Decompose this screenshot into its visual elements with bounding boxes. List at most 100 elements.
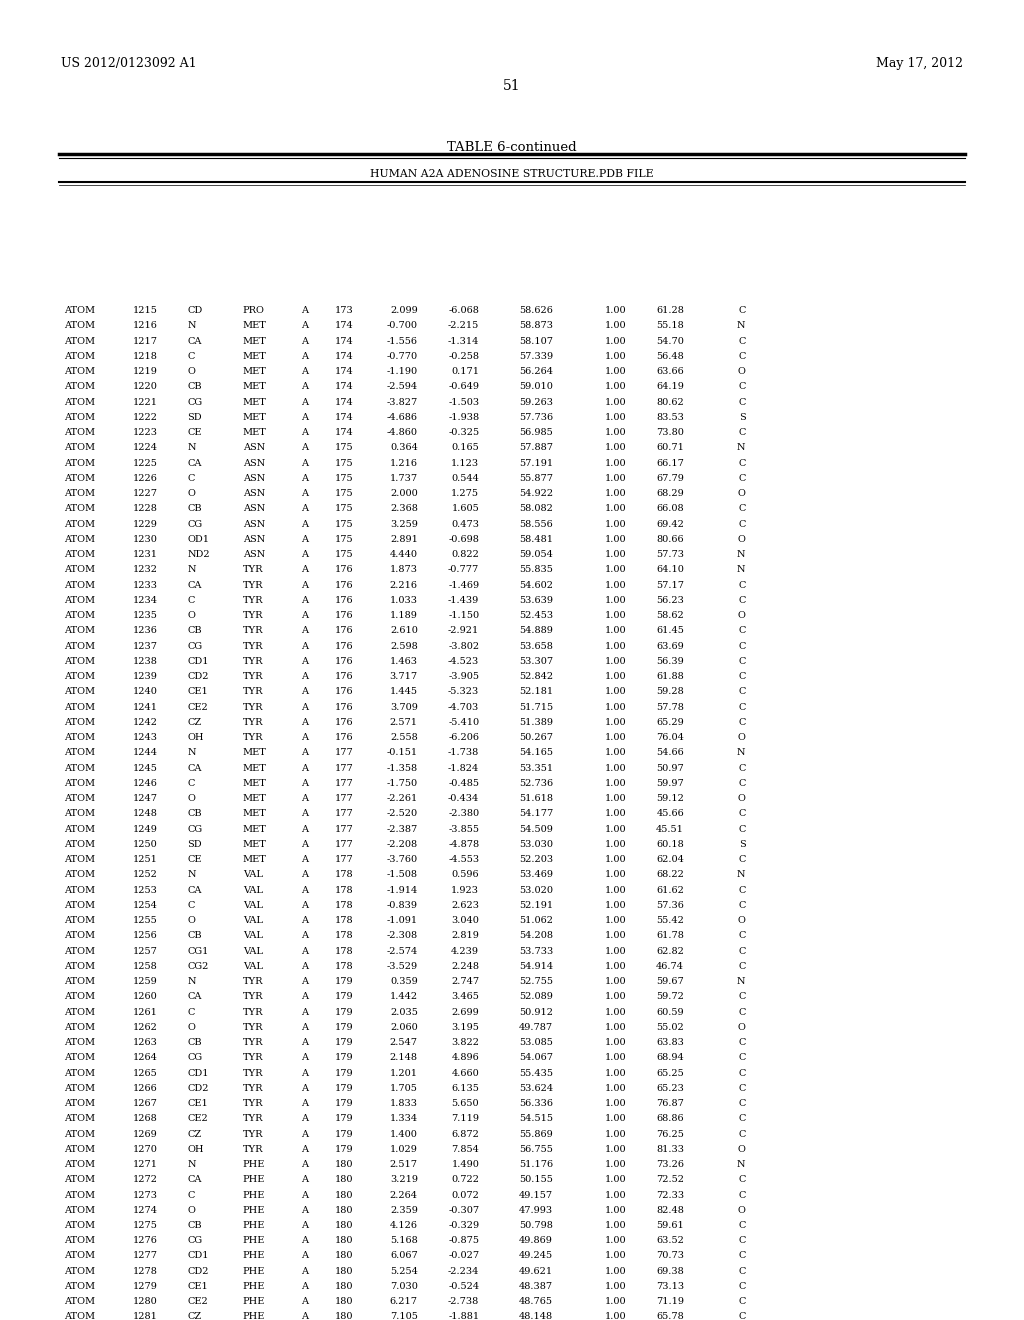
Text: 52.191: 52.191 bbox=[519, 900, 553, 909]
Text: ATOM: ATOM bbox=[65, 458, 95, 467]
Text: 1.00: 1.00 bbox=[605, 1221, 627, 1230]
Text: 70.73: 70.73 bbox=[656, 1251, 684, 1261]
Text: A: A bbox=[301, 306, 307, 315]
Text: A: A bbox=[301, 1114, 307, 1123]
Text: CA: CA bbox=[187, 337, 202, 346]
Text: A: A bbox=[301, 916, 307, 925]
Text: ATOM: ATOM bbox=[65, 855, 95, 865]
Text: 50.798: 50.798 bbox=[519, 1221, 553, 1230]
Text: 177: 177 bbox=[335, 840, 353, 849]
Text: N: N bbox=[187, 977, 196, 986]
Text: 175: 175 bbox=[335, 550, 353, 560]
Text: 1.00: 1.00 bbox=[605, 322, 627, 330]
Text: 179: 179 bbox=[335, 1144, 353, 1154]
Text: A: A bbox=[301, 688, 307, 697]
Text: 180: 180 bbox=[335, 1282, 353, 1291]
Text: 61.28: 61.28 bbox=[656, 306, 684, 315]
Text: MET: MET bbox=[243, 322, 266, 330]
Text: C: C bbox=[738, 504, 745, 513]
Text: -1.508: -1.508 bbox=[387, 870, 418, 879]
Text: 179: 179 bbox=[335, 1114, 353, 1123]
Text: C: C bbox=[738, 581, 745, 590]
Text: A: A bbox=[301, 1144, 307, 1154]
Text: PHE: PHE bbox=[243, 1175, 265, 1184]
Text: ATOM: ATOM bbox=[65, 993, 95, 1002]
Text: 4.440: 4.440 bbox=[390, 550, 418, 560]
Text: 7.105: 7.105 bbox=[390, 1312, 418, 1320]
Text: A: A bbox=[301, 1007, 307, 1016]
Text: 1258: 1258 bbox=[133, 962, 158, 970]
Text: PRO: PRO bbox=[243, 306, 264, 315]
Text: 179: 179 bbox=[335, 977, 353, 986]
Text: 0.359: 0.359 bbox=[390, 977, 418, 986]
Text: A: A bbox=[301, 1053, 307, 1063]
Text: 61.45: 61.45 bbox=[656, 627, 684, 635]
Text: A: A bbox=[301, 702, 307, 711]
Text: TYR: TYR bbox=[243, 733, 263, 742]
Text: 1253: 1253 bbox=[133, 886, 158, 895]
Text: ATOM: ATOM bbox=[65, 1191, 95, 1200]
Text: 175: 175 bbox=[335, 458, 353, 467]
Text: 1.00: 1.00 bbox=[605, 977, 627, 986]
Text: PHE: PHE bbox=[243, 1221, 265, 1230]
Text: C: C bbox=[738, 642, 745, 651]
Text: 1.033: 1.033 bbox=[390, 595, 418, 605]
Text: ATOM: ATOM bbox=[65, 1053, 95, 1063]
Text: 177: 177 bbox=[335, 795, 353, 803]
Text: TYR: TYR bbox=[243, 1144, 263, 1154]
Text: 1.00: 1.00 bbox=[605, 932, 627, 940]
Text: 174: 174 bbox=[335, 413, 353, 422]
Text: 174: 174 bbox=[335, 352, 353, 360]
Text: 180: 180 bbox=[335, 1175, 353, 1184]
Text: 1273: 1273 bbox=[133, 1191, 158, 1200]
Text: ATOM: ATOM bbox=[65, 1100, 95, 1107]
Text: 2.819: 2.819 bbox=[452, 932, 479, 940]
Text: A: A bbox=[301, 1191, 307, 1200]
Text: 58.107: 58.107 bbox=[519, 337, 553, 346]
Text: TYR: TYR bbox=[243, 718, 263, 727]
Text: 3.040: 3.040 bbox=[452, 916, 479, 925]
Text: 1.00: 1.00 bbox=[605, 535, 627, 544]
Text: 56.23: 56.23 bbox=[656, 595, 684, 605]
Text: 81.33: 81.33 bbox=[656, 1144, 684, 1154]
Text: 174: 174 bbox=[335, 337, 353, 346]
Text: ASN: ASN bbox=[243, 504, 265, 513]
Text: MET: MET bbox=[243, 383, 266, 392]
Text: 0.072: 0.072 bbox=[452, 1191, 479, 1200]
Text: 176: 176 bbox=[335, 718, 353, 727]
Text: -1.091: -1.091 bbox=[387, 916, 418, 925]
Text: A: A bbox=[301, 627, 307, 635]
Text: A: A bbox=[301, 932, 307, 940]
Text: 68.94: 68.94 bbox=[656, 1053, 684, 1063]
Text: 46.74: 46.74 bbox=[656, 962, 684, 970]
Text: 54.067: 54.067 bbox=[519, 1053, 553, 1063]
Text: 7.119: 7.119 bbox=[452, 1114, 479, 1123]
Text: 1.201: 1.201 bbox=[390, 1069, 418, 1077]
Text: 178: 178 bbox=[335, 870, 353, 879]
Text: A: A bbox=[301, 1038, 307, 1047]
Text: -0.307: -0.307 bbox=[449, 1205, 479, 1214]
Text: -1.824: -1.824 bbox=[447, 763, 479, 772]
Text: 53.624: 53.624 bbox=[519, 1084, 553, 1093]
Text: 179: 179 bbox=[335, 1069, 353, 1077]
Text: 58.481: 58.481 bbox=[519, 535, 553, 544]
Text: C: C bbox=[738, 672, 745, 681]
Text: 68.86: 68.86 bbox=[656, 1114, 684, 1123]
Text: A: A bbox=[301, 1023, 307, 1032]
Text: CE: CE bbox=[187, 855, 202, 865]
Text: 1.00: 1.00 bbox=[605, 595, 627, 605]
Text: VAL: VAL bbox=[243, 900, 263, 909]
Text: A: A bbox=[301, 581, 307, 590]
Text: 177: 177 bbox=[335, 748, 353, 758]
Text: ATOM: ATOM bbox=[65, 474, 95, 483]
Text: 1.00: 1.00 bbox=[605, 444, 627, 453]
Text: 2.571: 2.571 bbox=[390, 718, 418, 727]
Text: 1.00: 1.00 bbox=[605, 1251, 627, 1261]
Text: ASN: ASN bbox=[243, 490, 265, 498]
Text: 1.445: 1.445 bbox=[390, 688, 418, 697]
Text: 1.00: 1.00 bbox=[605, 1023, 627, 1032]
Text: 3.195: 3.195 bbox=[452, 1023, 479, 1032]
Text: ATOM: ATOM bbox=[65, 504, 95, 513]
Text: C: C bbox=[738, 946, 745, 956]
Text: -2.520: -2.520 bbox=[387, 809, 418, 818]
